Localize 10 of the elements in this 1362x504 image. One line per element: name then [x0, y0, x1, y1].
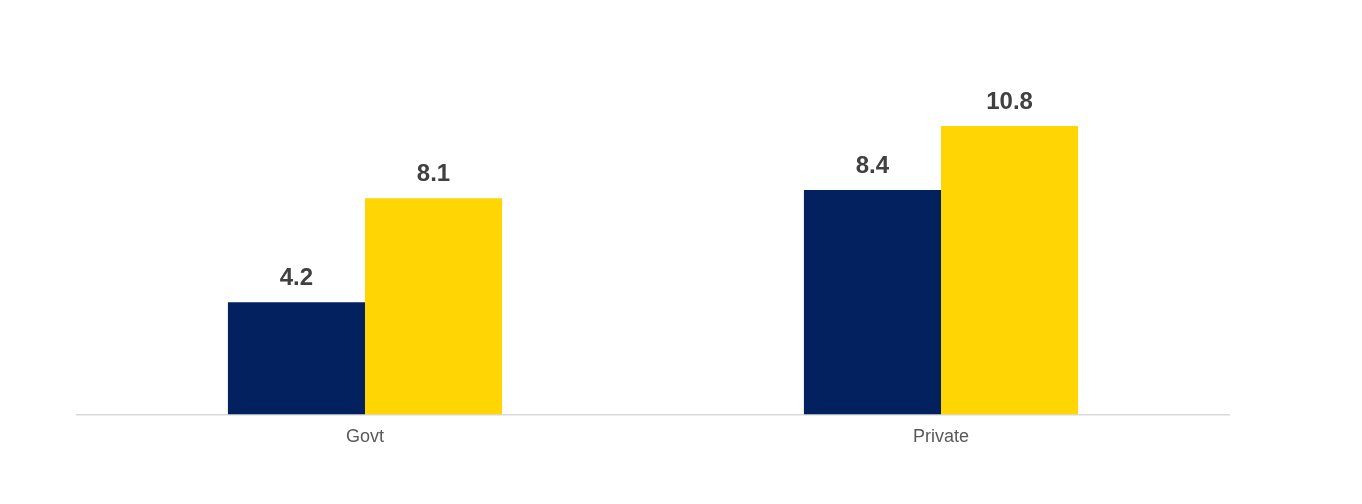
- data-label: 10.8: [986, 86, 1033, 114]
- data-label: 4.2: [279, 262, 314, 290]
- bar: [365, 198, 503, 415]
- bar: [227, 302, 365, 415]
- bar: [941, 126, 1079, 415]
- data-label: 8.1: [416, 158, 451, 186]
- data-label: 8.4: [855, 150, 890, 178]
- x-tick-label: Govt: [345, 426, 385, 447]
- x-tick-label: Private: [912, 426, 970, 447]
- bar: [803, 190, 941, 415]
